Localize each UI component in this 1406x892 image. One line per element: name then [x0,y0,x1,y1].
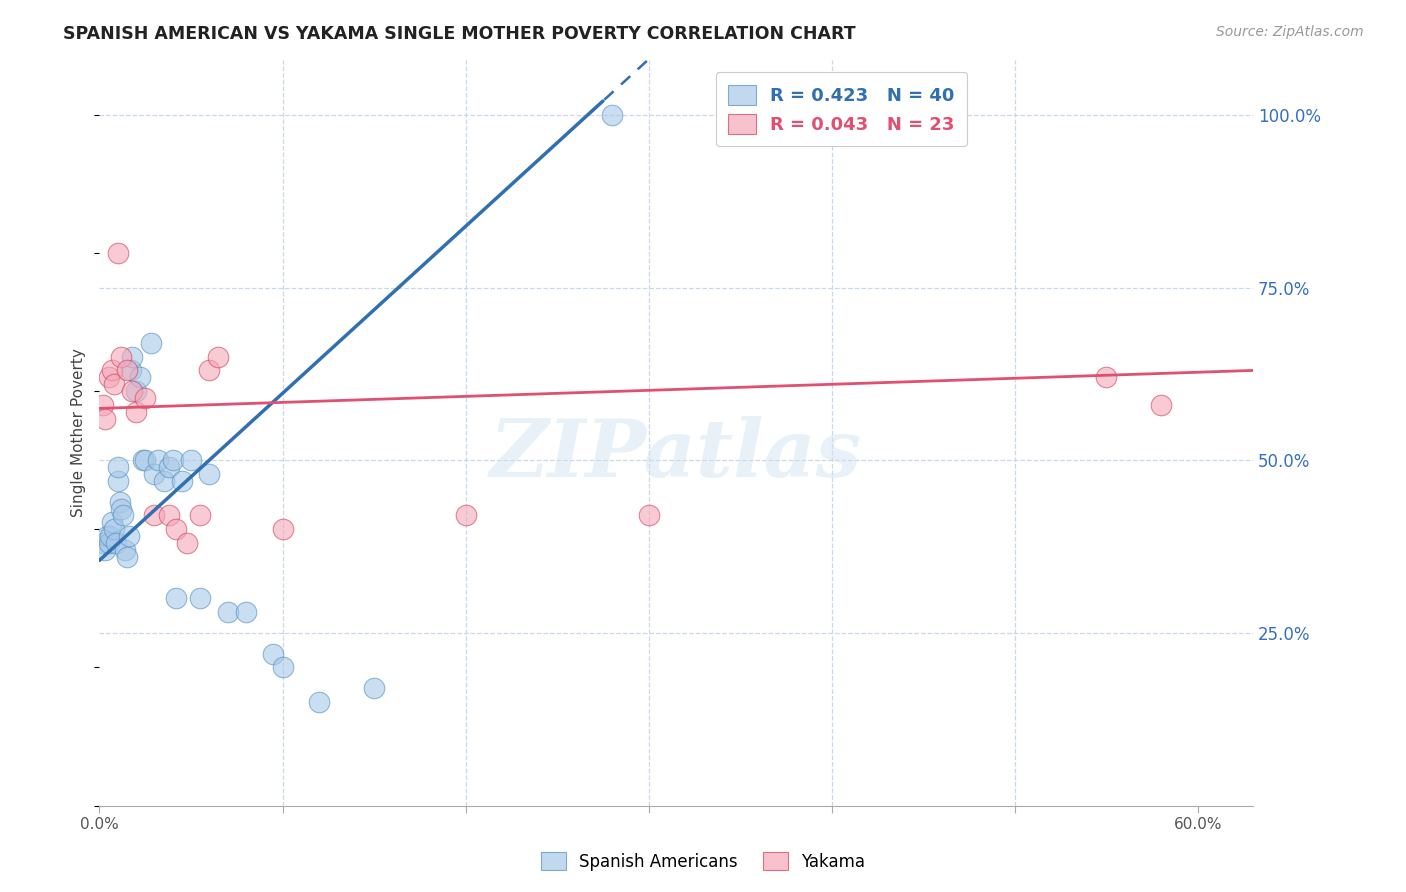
Point [454,508,477,523]
Point [104,536,127,550]
Point [107,474,129,488]
Point [97,370,120,384]
Point [1150,398,1173,412]
Point [188,591,211,606]
Point [157,460,180,475]
Legend: Spanish Americans, Yakama: Spanish Americans, Yakama [533,844,873,880]
Point [143,467,166,481]
Point [637,508,659,523]
Point [103,522,125,536]
Point [165,522,187,536]
Point [112,508,135,523]
Point [110,501,132,516]
Point [103,377,125,392]
Point [235,605,257,619]
Text: ZIPatlas: ZIPatlas [491,417,862,494]
Point [308,695,330,709]
Point [180,453,202,467]
Y-axis label: Single Mother Poverty: Single Mother Poverty [72,348,86,517]
Point [120,363,142,377]
Point [96,529,118,543]
Point [107,246,129,260]
Point [118,529,141,543]
Point [165,591,187,606]
Point [363,681,385,695]
Point [115,549,138,564]
Point [188,508,211,523]
Point [143,508,166,523]
Point [271,660,294,674]
Point [198,467,221,481]
Point [152,474,174,488]
Point [157,508,180,523]
Text: Source: ZipAtlas.com: Source: ZipAtlas.com [1216,25,1364,39]
Point [170,474,193,488]
Point [198,363,221,377]
Point [114,543,136,558]
Point [146,453,169,467]
Legend: R = 0.423   N = 40, R = 0.043   N = 23: R = 0.423 N = 40, R = 0.043 N = 23 [716,72,967,146]
Point [207,350,229,364]
Point [121,350,143,364]
Point [101,363,124,377]
Point [125,405,148,419]
Point [100,529,122,543]
Point [110,350,132,364]
Point [101,516,124,530]
Text: SPANISH AMERICAN VS YAKAMA SINGLE MOTHER POVERTY CORRELATION CHART: SPANISH AMERICAN VS YAKAMA SINGLE MOTHER… [63,25,856,43]
Point [125,384,148,399]
Point [115,363,138,377]
Point [217,605,239,619]
Point [128,370,150,384]
Point [94,543,117,558]
Point [91,536,114,550]
Point [107,460,129,475]
Point [134,391,156,405]
Point [121,384,143,399]
Point [162,453,184,467]
Point [134,453,156,467]
Point [132,453,155,467]
Point [1095,370,1118,384]
Point [94,411,117,425]
Point [176,536,198,550]
Point [97,536,120,550]
Point [600,108,623,122]
Point [139,335,162,350]
Point [271,522,294,536]
Point [91,398,114,412]
Point [262,647,284,661]
Point [108,494,131,508]
